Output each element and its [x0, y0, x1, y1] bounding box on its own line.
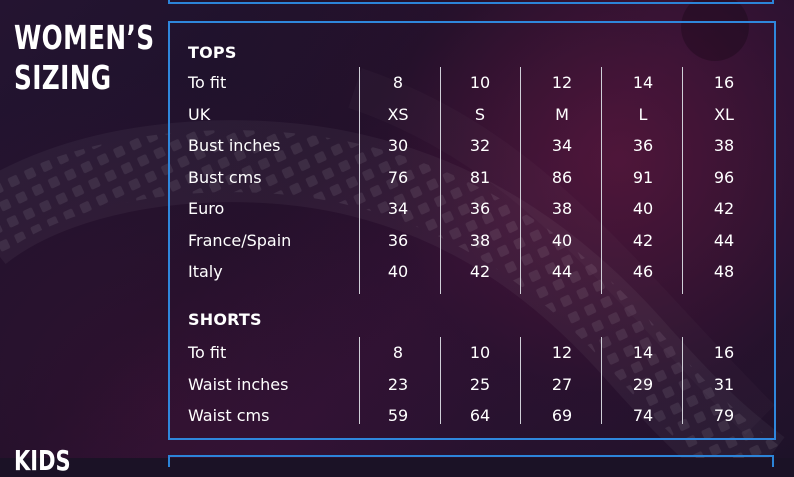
row-label: Euro: [188, 199, 225, 218]
size-cell: 86: [551, 167, 573, 187]
size-cell: 34: [551, 136, 573, 155]
row-label: Bust cms: [188, 167, 262, 187]
row-label: UK: [188, 104, 211, 124]
size-cell: 8: [392, 343, 404, 362]
tops-size-table: To fit 8 10 12 14 16 UK XS S M L XL Bust…: [170, 67, 774, 294]
shorts-row-waist-inches: Waist inches 23 25 27 29 31: [170, 369, 774, 401]
size-chart-panel: TOPS To fit 8 10 12 14 16 UK XS S M L XL…: [168, 21, 776, 440]
size-cell: 36: [469, 199, 491, 218]
size-cell: 23: [387, 374, 409, 394]
shorts-row-to-fit: To fit 8 10 12 14 16: [170, 337, 774, 369]
size-cell: 36: [632, 136, 654, 155]
size-cell: XL: [714, 104, 734, 124]
size-cell: XS: [387, 104, 409, 124]
size-cell: 69: [551, 406, 573, 425]
row-label: Waist inches: [188, 374, 289, 394]
tops-row-to-fit: To fit 8 10 12 14 16: [170, 67, 774, 99]
page-title-line-2: SIZING: [14, 58, 112, 97]
size-cell: 10: [469, 343, 491, 362]
size-cell: 12: [551, 343, 573, 362]
size-cell: 42: [469, 262, 491, 281]
tops-row-bust-cms: Bust cms 76 81 86 91 96: [170, 162, 774, 194]
size-cell: 16: [713, 73, 735, 92]
shorts-row-waist-cms: Waist cms 59 64 69 74 79: [170, 400, 774, 432]
tops-row-italy: Italy 40 42 44 46 48: [170, 256, 774, 288]
size-cell: 44: [551, 262, 573, 281]
size-cell: 40: [387, 262, 409, 281]
size-cell: 40: [632, 199, 654, 218]
size-cell: 64: [469, 406, 491, 425]
tops-row-euro: Euro 34 36 38 40 42: [170, 193, 774, 225]
shorts-section-title: SHORTS: [188, 310, 262, 329]
page-title: WOMEN’S SIZING: [14, 18, 154, 98]
size-cell: 46: [632, 262, 654, 281]
size-cell: 42: [632, 230, 654, 250]
next-section-heading: KIDS: [14, 444, 71, 477]
size-cell: 34: [387, 199, 409, 218]
tops-row-uk: UK XS S M L XL: [170, 99, 774, 131]
size-cell: 48: [713, 262, 735, 281]
tops-section-title: TOPS: [188, 43, 237, 62]
size-cell: 76: [387, 167, 409, 187]
size-cell: 81: [469, 167, 491, 187]
size-cell: 16: [713, 343, 735, 362]
size-cell: 79: [713, 406, 735, 425]
row-label: France/Spain: [188, 230, 292, 250]
next-panel-edge: [168, 455, 774, 467]
row-label: Bust inches: [188, 136, 281, 155]
size-cell: 74: [632, 406, 654, 425]
row-label: To fit: [188, 73, 227, 92]
size-cell: 42: [713, 199, 735, 218]
size-cell: M: [555, 104, 569, 124]
size-cell: 31: [713, 374, 735, 394]
size-cell: 91: [632, 167, 654, 187]
tops-row-france-spain: France/Spain 36 38 40 42 44: [170, 225, 774, 257]
shorts-size-table: To fit 8 10 12 14 16 Waist inches 23 25 …: [170, 337, 774, 432]
size-cell: 27: [551, 374, 573, 394]
row-label: Italy: [188, 262, 223, 281]
page-title-line-1: WOMEN’S: [14, 18, 155, 57]
size-cell: 59: [387, 406, 409, 425]
size-cell: 10: [469, 73, 491, 92]
size-cell: 44: [713, 230, 735, 250]
size-cell: 14: [632, 73, 654, 92]
size-cell: 38: [551, 199, 573, 218]
size-cell: 8: [392, 73, 404, 92]
size-cell: 29: [632, 374, 654, 394]
row-label: To fit: [188, 343, 227, 362]
size-cell: 30: [387, 136, 409, 155]
size-cell: 38: [469, 230, 491, 250]
size-cell: 36: [387, 230, 409, 250]
size-cell: 14: [632, 343, 654, 362]
size-cell: 96: [713, 167, 735, 187]
size-cell: 25: [469, 374, 491, 394]
size-cell: 32: [469, 136, 491, 155]
size-cell: 12: [551, 73, 573, 92]
row-label: Waist cms: [188, 406, 270, 425]
top-panel-edge: [168, 0, 774, 4]
size-cell: L: [638, 104, 648, 124]
tops-row-bust-inches: Bust inches 30 32 34 36 38: [170, 130, 774, 162]
size-cell: 38: [713, 136, 735, 155]
size-cell: S: [474, 104, 486, 124]
size-cell: 40: [551, 230, 573, 250]
